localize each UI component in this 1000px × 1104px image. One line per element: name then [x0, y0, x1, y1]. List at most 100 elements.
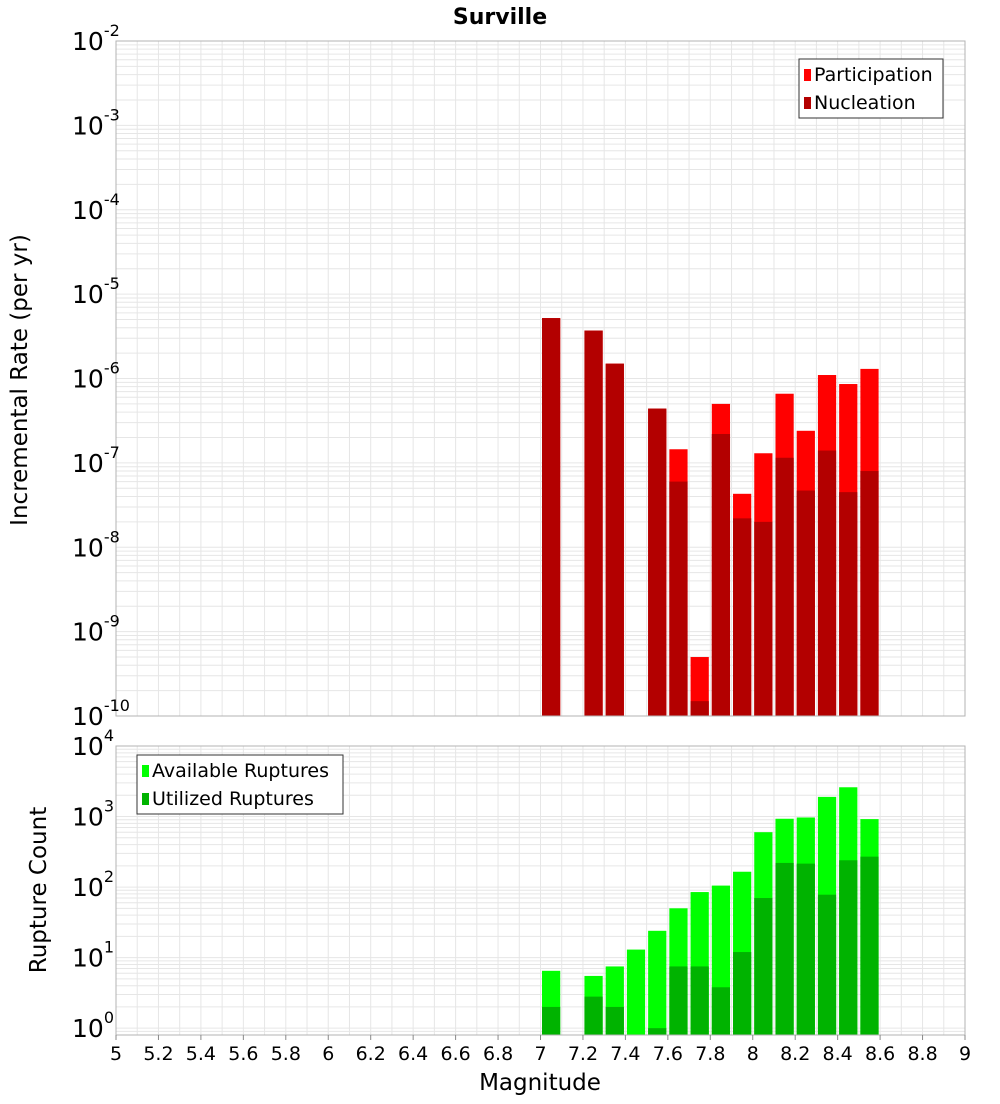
x-tick-label: 6	[322, 1043, 334, 1065]
utilized-ruptures-bar	[754, 898, 773, 1035]
utilized-ruptures-bar	[733, 952, 752, 1035]
y-tick-exponent: 0	[104, 1008, 114, 1027]
bottom-legend: Available Ruptures Utilized Ruptures	[136, 754, 344, 815]
x-tick-label: 5	[110, 1043, 122, 1065]
y-tick-label: 10-7	[72, 443, 120, 478]
top-legend: Participation Nucleation	[798, 58, 944, 119]
y-tick-label: 104	[72, 726, 114, 761]
legend-entry: Nucleation	[814, 92, 916, 114]
y-tick-base: 10	[72, 732, 104, 761]
utilized-ruptures-bar	[542, 1006, 561, 1035]
y-tick-exponent: -3	[104, 105, 120, 124]
legend-swatch	[142, 793, 149, 805]
legend-swatch	[804, 97, 811, 109]
available-ruptures-bar	[626, 949, 646, 1035]
y-tick-label: 10-10	[72, 696, 130, 731]
nucleation-bar	[796, 490, 815, 716]
y-tick-label: 10-9	[72, 612, 120, 647]
y-tick-label: 10-5	[72, 274, 120, 309]
y-tick-base: 10	[72, 873, 104, 902]
utilized-ruptures-bar	[605, 1006, 624, 1035]
x-tick-label: 9	[959, 1043, 971, 1065]
legend-entry: Available Ruptures	[152, 760, 329, 782]
y-tick-base: 10	[72, 803, 104, 832]
x-tick-label: 5.8	[271, 1043, 301, 1065]
nucleation-bar	[711, 433, 731, 716]
utilized-ruptures-bar	[796, 863, 815, 1035]
y-tick-base: 10	[72, 618, 104, 647]
y-tick-base: 10	[72, 280, 104, 309]
y-tick-label: 10-8	[72, 527, 120, 562]
y-tick-label: 10-3	[72, 105, 120, 140]
nucleation-bar	[605, 363, 624, 716]
top-plot-frame	[115, 40, 966, 717]
y-tick-label: 102	[72, 867, 114, 902]
bottom-y-axis-label: Rupture Count	[26, 807, 52, 973]
y-tick-exponent: -9	[104, 612, 120, 631]
x-tick-label: 7.4	[610, 1043, 640, 1065]
nucleation-bar	[733, 518, 752, 716]
y-tick-exponent: -4	[104, 190, 120, 209]
y-tick-exponent: 2	[104, 867, 114, 886]
y-tick-base: 10	[72, 365, 104, 394]
y-tick-label: 10-6	[72, 359, 120, 394]
x-tick-label: 6.6	[440, 1043, 470, 1065]
y-tick-base: 10	[72, 533, 104, 562]
utilized-ruptures-bar	[839, 860, 858, 1035]
utilized-ruptures-bar	[669, 966, 688, 1035]
y-tick-label: 10-2	[72, 21, 120, 56]
nucleation-bar	[669, 481, 688, 716]
x-tick-label: 7.8	[695, 1043, 725, 1065]
nucleation-bar	[542, 318, 561, 716]
x-tick-label: 8.4	[823, 1043, 853, 1065]
y-tick-exponent: -8	[104, 527, 120, 546]
top-bars	[542, 318, 879, 716]
available-ruptures-bar	[648, 930, 667, 1035]
x-tick-label: 7	[534, 1043, 546, 1065]
nucleation-bar	[839, 492, 858, 716]
legend-entry: Utilized Ruptures	[152, 788, 314, 810]
y-tick-exponent: 3	[104, 797, 114, 816]
nucleation-bar	[817, 450, 837, 716]
legend-swatch	[804, 69, 811, 81]
y-tick-base: 10	[72, 1014, 104, 1043]
bottom-bars	[542, 787, 879, 1035]
nucleation-bar	[754, 521, 773, 716]
nucleation-bar	[690, 701, 709, 716]
x-tick-label: 8.6	[865, 1043, 895, 1065]
y-tick-exponent: -7	[104, 443, 120, 462]
x-tick-label: 7.6	[653, 1043, 683, 1065]
x-tick-label: 5.2	[143, 1043, 173, 1065]
utilized-ruptures-bar	[860, 856, 879, 1035]
legend-box	[136, 754, 344, 815]
utilized-ruptures-bar	[584, 996, 603, 1035]
y-tick-exponent: -6	[104, 359, 120, 378]
y-tick-base: 10	[72, 702, 104, 731]
nucleation-bar	[584, 330, 603, 716]
x-tick-label: 6.2	[356, 1043, 386, 1065]
x-tick-label: 5.4	[186, 1043, 216, 1065]
x-tick-label: 8.2	[780, 1043, 810, 1065]
utilized-ruptures-bar	[775, 862, 794, 1035]
x-tick-label: 8	[747, 1043, 759, 1065]
utilized-ruptures-bar	[817, 894, 837, 1035]
top-y-axis-label: Incremental Rate (per yr)	[7, 234, 33, 526]
utilized-ruptures-bar	[648, 1028, 667, 1035]
legend-entry: Participation	[814, 64, 933, 86]
y-tick-label: 10-4	[72, 190, 120, 225]
y-tick-base: 10	[72, 449, 104, 478]
x-tick-label: 5.6	[228, 1043, 258, 1065]
y-tick-base: 10	[72, 196, 104, 225]
y-tick-exponent: -10	[104, 696, 130, 715]
y-tick-exponent: 4	[104, 726, 114, 745]
y-tick-label: 100	[72, 1008, 114, 1043]
y-tick-base: 10	[72, 27, 104, 56]
y-tick-base: 10	[72, 111, 104, 140]
y-tick-label: 103	[72, 797, 114, 832]
x-tick-label: 8.8	[907, 1043, 937, 1065]
